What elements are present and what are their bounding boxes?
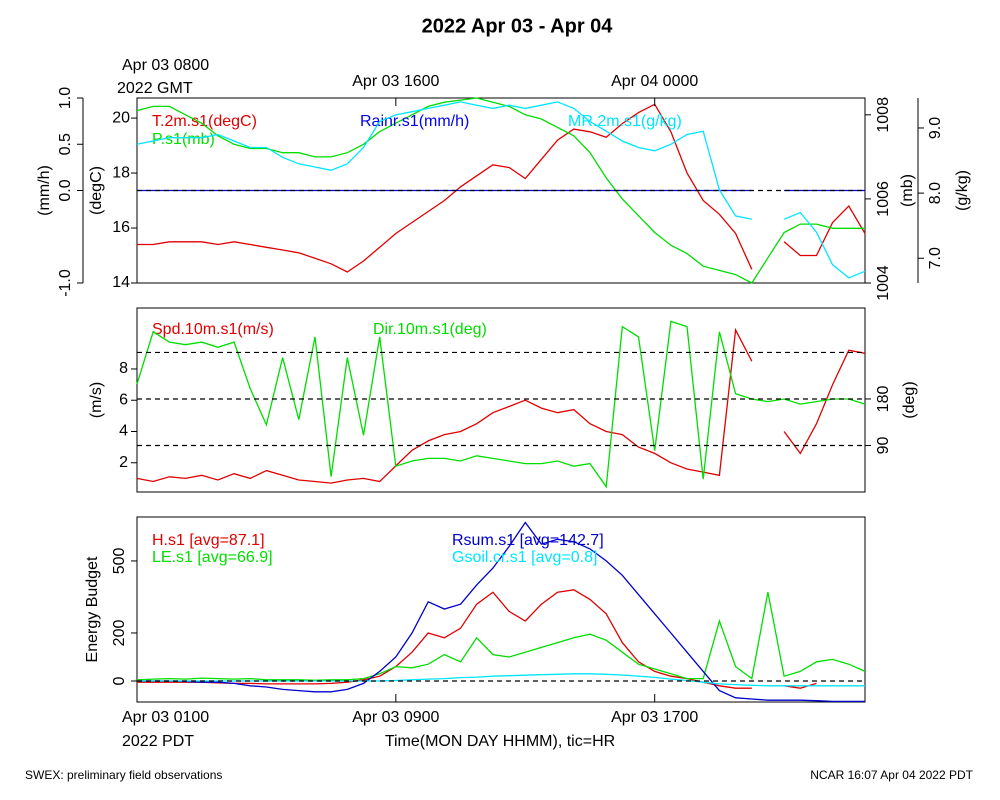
x-tick-label: Apr 03 0900 (352, 709, 439, 726)
time-zone: 2022 PDT (122, 733, 194, 750)
top-tick-label: Apr 03 0800 (122, 57, 209, 74)
legend-label: Dir.10m.s1(deg) (373, 321, 487, 338)
data-line (137, 589, 817, 689)
y-tick-label: 6 (119, 391, 128, 408)
data-line (136, 327, 866, 484)
top-tick-label: Apr 04 0000 (611, 73, 698, 90)
y-tick-label: 18 (112, 164, 130, 181)
data-line (137, 521, 865, 703)
y-tick-label: -1.0 (57, 269, 74, 297)
data-line (136, 97, 865, 284)
y-axis-title: (g/kg) (954, 170, 971, 211)
top-tick-label: Apr 03 1600 (352, 73, 439, 90)
legend-label: LE.s1 [avg=66.9] (152, 549, 273, 566)
x-tick-label: Apr 03 0100 (122, 709, 209, 726)
y-tick-label: 16 (112, 219, 130, 236)
y-axis-title: (m/s) (88, 382, 105, 418)
y-axis-title: (degC) (88, 166, 105, 215)
data-line (137, 103, 866, 273)
y-tick-label: 500 (111, 547, 128, 574)
legend-label: Rsum.s1 [avg=142.7] (452, 532, 604, 549)
y-tick-label: 9.0 (927, 117, 944, 139)
y-axis-title: (mb) (899, 174, 916, 207)
legend-label: Gsoil.cr.s1 [avg=0.8] (452, 549, 597, 566)
y-tick-label: 1006 (875, 181, 892, 217)
data-line (136, 320, 866, 489)
y-tick-label: 4 (119, 423, 128, 440)
y-tick-label: 200 (111, 620, 128, 647)
y-tick-label: 1004 (875, 265, 892, 301)
plot-frame (136, 516, 866, 703)
x-axis-title: Time(MON DAY HHMM), tic=HR (385, 733, 615, 750)
legend-label: Spd.10m.s1(m/s) (152, 321, 274, 338)
y-tick-label: 7.0 (927, 247, 944, 269)
y-tick-label: 20 (112, 109, 130, 126)
y-tick-label: 0.0 (57, 179, 74, 201)
x-tick-label: Apr 03 1700 (611, 709, 698, 726)
legend-label: Rainr.s1(mm/h) (360, 113, 469, 130)
top-time-zone: 2022 GMT (117, 80, 193, 97)
y-axis-title: (deg) (901, 381, 918, 418)
y-tick-label: 8 (119, 360, 128, 377)
legend-label: P.s1(mb) (152, 131, 215, 148)
y-tick-label: 180 (875, 386, 892, 413)
y-tick-label: 0.5 (57, 133, 74, 155)
footer-left: SWEX: preliminary field observations (25, 768, 222, 782)
chart-title: 2022 Apr 03 - Apr 04 (422, 15, 614, 37)
legend-label: H.s1 [avg=87.1] (152, 532, 265, 549)
y-tick-label: 1.0 (57, 87, 74, 109)
legend-label: MR.2m.s1(g/kg) (568, 113, 682, 130)
legend-label: T.2m.s1(degC) (152, 113, 257, 130)
data-line (136, 101, 866, 279)
y-axis-title: (mm/h) (36, 165, 53, 216)
y-tick-label: 8.0 (927, 182, 944, 204)
data-line (136, 592, 866, 681)
y-tick-label: 14 (112, 274, 130, 291)
y-tick-label: 2 (119, 454, 128, 471)
y-axis-title: Energy Budget (84, 556, 101, 662)
y-tick-label: 0 (111, 676, 128, 685)
y-tick-label: 90 (875, 436, 892, 454)
y-tick-label: 1008 (875, 97, 892, 133)
footer-right: NCAR 16:07 Apr 04 2022 PDT (810, 768, 973, 782)
